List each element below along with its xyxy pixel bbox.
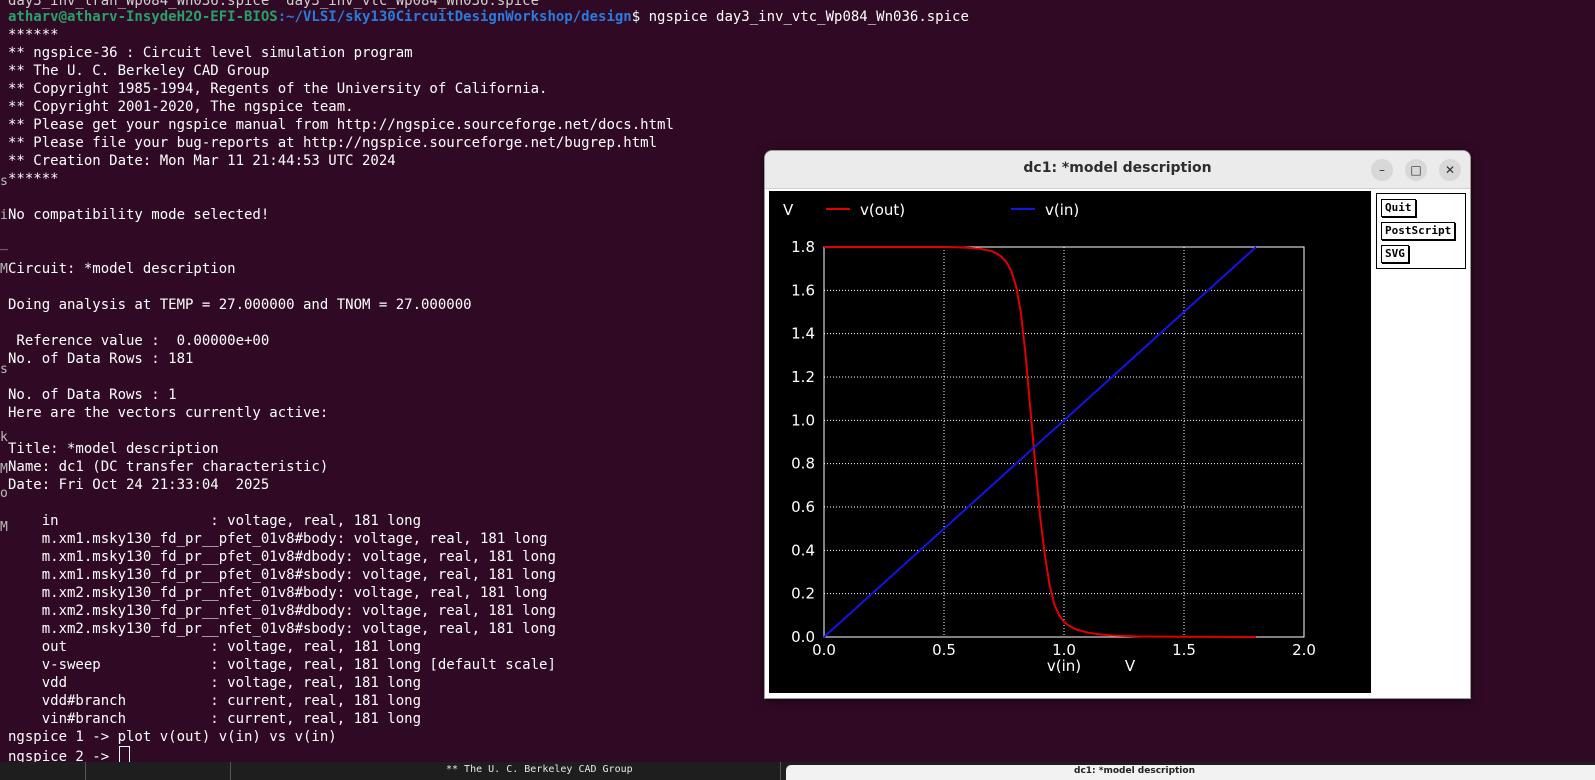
series-line-vout — [824, 246, 1257, 638]
y-tick-label: 1.2 — [791, 368, 815, 386]
x-tick-label: 1.5 — [1172, 641, 1196, 659]
terminal-output-line: Title: *model description — [8, 441, 219, 457]
y-tick-label: 1.6 — [791, 281, 815, 299]
y-tick-label: 1.4 — [791, 325, 815, 343]
terminal-output-line: No. of Data Rows : 181 — [8, 351, 194, 367]
terminal-output-line: vin#branch : current, real, 181 long — [8, 711, 422, 727]
clipped-edge-char: k — [0, 430, 8, 445]
terminal-output-line: m.xm1.msky130_fd_pr__pfet_01v8#dbody: vo… — [8, 549, 556, 565]
terminal-output-line: Circuit: *model description — [8, 261, 236, 277]
terminal-output-line: ngspice 1 -> plot v(out) v(in) vs v(in) — [8, 729, 337, 745]
clipped-edge-char: i — [0, 208, 8, 223]
taskbar-segment[interactable]: ** The U. C. Berkeley CAD Group — [230, 762, 781, 780]
terminal-output-line: in : voltage, real, 181 long — [8, 513, 422, 529]
postscript-button[interactable]: PostScript — [1381, 222, 1456, 240]
terminal-output-line: m.xm1.msky130_fd_pr__pfet_01v8#sbody: vo… — [8, 567, 556, 583]
y-tick-label: 0.4 — [791, 541, 815, 559]
terminal-output-line: Reference value : 0.00000e+00 — [8, 333, 270, 349]
maximize-icon: □ — [1410, 163, 1422, 177]
x-axis-label: v(in) — [1047, 657, 1081, 675]
prompt-user: atharv@atharv-InsydeH2O-EFI-BIOS — [8, 9, 278, 25]
bottom-taskbar: ** The U. C. Berkeley CAD Group dc1: *mo… — [0, 762, 1595, 780]
taskbar-window-title: dc1: *model description — [1074, 766, 1195, 776]
quit-button[interactable]: Quit — [1381, 199, 1416, 217]
terminal-output-line: ** Please get your ngspice manual from h… — [8, 117, 674, 133]
clipped-edge-char: M — [0, 262, 8, 277]
y-tick-label: 0.2 — [791, 585, 815, 603]
terminal-output-line: ** ngspice-36 : Circuit level simulation… — [8, 45, 413, 61]
terminal-output-line: ** Creation Date: Mon Mar 11 21:44:53 UT… — [8, 153, 396, 169]
x-axis-unit: V — [1125, 657, 1136, 675]
terminal-output-line: m.xm2.msky130_fd_pr__nfet_01v8#body: vol… — [8, 585, 548, 601]
terminal-output-line: Date: Fri Oct 24 21:33:04 2025 — [8, 477, 270, 493]
prompt-command: ngspice day3_inv_vtc_Wp084_Wn036.spice — [648, 9, 969, 25]
taskbar-terminal-text: ** The U. C. Berkeley CAD Group — [446, 764, 633, 775]
ngspice-prompt: ngspice 2 -> — [8, 749, 118, 762]
legend-label: v(in) — [1045, 201, 1079, 219]
y-tick-label: 1.8 — [791, 238, 815, 256]
terminal-output-line: vdd : voltage, real, 181 long — [8, 675, 422, 691]
terminal-output-line: No. of Data Rows : 1 — [8, 387, 177, 403]
clipped-edge-char: M — [0, 520, 8, 535]
terminal-output-line: v-sweep : voltage, real, 181 long [defau… — [8, 657, 556, 673]
plot-area[interactable]: 0.0 0.5 1.0 1.5 2.0 0.0 0.2 0.4 0.6 0.8 1.0 1.2 1.4 1… — [769, 191, 1371, 693]
terminal-output-line: ** Please file your bug-reports at http:… — [8, 135, 658, 151]
terminal-prompt-line: atharv@atharv-InsydeH2O-EFI-BIOS:~/VLSI/… — [8, 8, 969, 26]
series-line-vin — [823, 246, 1257, 638]
clipped-edge-char: s — [0, 362, 8, 377]
vtc-chart: 0.0 0.5 1.0 1.5 2.0 0.0 0.2 0.4 0.6 0.8 1.0 1.2 1.4 1… — [783, 201, 1316, 675]
terminal-output-line: Name: dc1 (DC transfer characteristic) — [8, 459, 329, 475]
terminal-output-line: ****** — [8, 27, 59, 43]
cursor — [118, 746, 130, 762]
clipped-edge-char: ou — [0, 486, 8, 501]
svg-button[interactable]: SVG — [1381, 245, 1409, 263]
clipped-edge-char: s — [0, 174, 8, 189]
terminal-output-line: Doing analysis at TEMP = 27.000000 and T… — [8, 297, 472, 313]
close-button[interactable]: ✕ — [1439, 159, 1461, 181]
terminal-output-line: out : voltage, real, 181 long — [8, 639, 422, 655]
terminal-output-line: Here are the vectors currently active: — [8, 405, 329, 421]
minimize-button[interactable]: – — [1371, 159, 1393, 181]
x-tick-label: 0.0 — [812, 641, 836, 659]
terminal-output-line: vdd#branch : current, real, 181 long — [8, 693, 422, 709]
terminal-output-line: m.xm2.msky130_fd_pr__nfet_01v8#sbody: vo… — [8, 621, 556, 637]
taskbar-window-preview[interactable]: dc1: *model description — [786, 765, 1595, 780]
prompt-symbol: $ — [631, 9, 649, 25]
legend-label: v(out) — [860, 201, 905, 219]
clipped-edge-char: M — [0, 462, 8, 477]
terminal-output-line: ** The U. C. Berkeley CAD Group — [8, 63, 270, 79]
close-icon: ✕ — [1444, 163, 1456, 177]
y-tick-label: 1.0 — [791, 411, 815, 429]
terminal-output-line: m.xm2.msky130_fd_pr__nfet_01v8#dbody: vo… — [8, 603, 556, 619]
minimize-icon: – — [1379, 163, 1385, 177]
prompt-path: :~/VLSI/sky130CircuitDesignWorkshop/desi… — [277, 9, 632, 25]
maximize-button[interactable]: □ — [1405, 159, 1427, 181]
y-axis-unit: V — [783, 201, 794, 219]
taskbar-segment — [0, 762, 86, 780]
y-tick-label: 0.6 — [791, 498, 815, 516]
terminal-output-line: ** Copyright 2001-2020, The ngspice team… — [8, 99, 354, 115]
x-tick-label: 1.0 — [1052, 641, 1076, 659]
terminal-output-line: ** Copyright 1985-1994, Regents of the U… — [8, 81, 548, 97]
x-tick-label: 0.5 — [932, 641, 956, 659]
x-tick-label: 2.0 — [1292, 641, 1316, 659]
window-titlebar[interactable]: dc1: *model description – □ ✕ — [765, 151, 1470, 189]
terminal-output-line: ****** — [8, 171, 59, 187]
plot-window[interactable]: dc1: *model description – □ ✕ 0.0 0.5 1.0 1… — [764, 150, 1471, 699]
taskbar-segment — [85, 762, 231, 780]
plot-button-panel: Quit PostScript SVG — [1376, 193, 1466, 269]
y-tick-label: 0.8 — [791, 455, 815, 473]
terminal-output-line: No compatibility mode selected! — [8, 207, 270, 223]
clipped-edge-char: _ — [0, 236, 8, 251]
terminal-clipped-line: day3_inv_tran_Wp084_Wn036.spice day3_inv… — [8, 0, 540, 9]
terminal-input-line[interactable]: ngspice 2 -> — [8, 746, 130, 762]
terminal-output-line: m.xm1.msky130_fd_pr__pfet_01v8#body: vol… — [8, 531, 548, 547]
window-title: dc1: *model description — [1023, 160, 1212, 176]
y-tick-label: 0.0 — [791, 628, 815, 646]
